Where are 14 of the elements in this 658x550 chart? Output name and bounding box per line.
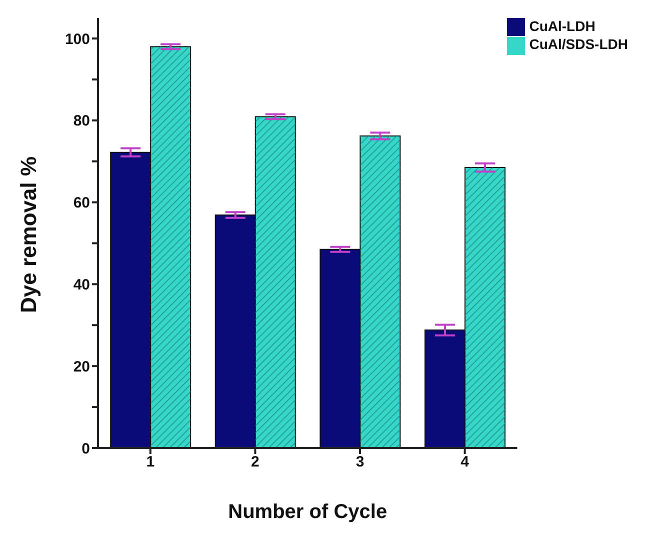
x-tick-label: 4 — [460, 454, 470, 471]
y-axis-title: Dye removal % — [16, 156, 41, 313]
legend-label: CuAl/SDS-LDH — [529, 36, 628, 52]
x-tick-label: 3 — [356, 454, 364, 471]
y-tick-label: 20 — [73, 358, 90, 376]
x-axis-title: Number of Cycle — [228, 501, 388, 523]
y-tick-label: 60 — [73, 194, 90, 212]
x-tick-label: 1 — [146, 454, 155, 471]
y-tick-label: 40 — [73, 276, 90, 294]
y-tick-label: 100 — [64, 30, 90, 48]
y-tick-label: 80 — [73, 112, 90, 130]
y-tick-label: 0 — [82, 440, 90, 458]
x-tick-label: 2 — [251, 454, 260, 471]
legend-label: CuAl-LDH — [529, 18, 596, 34]
